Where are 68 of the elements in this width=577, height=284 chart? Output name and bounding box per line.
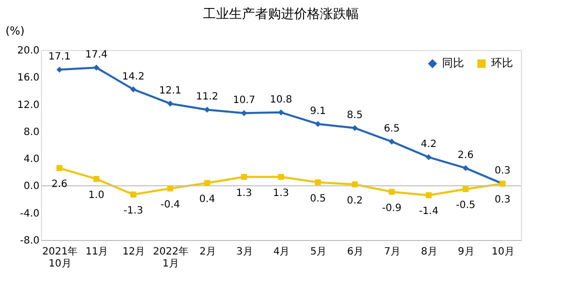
point <box>388 188 395 195</box>
y-tick-label: 16.0 <box>17 72 40 84</box>
point <box>388 138 395 145</box>
data-label: 2.6 <box>52 179 68 190</box>
y-axis-title: (%) <box>6 24 25 38</box>
point <box>278 174 284 180</box>
point <box>314 179 321 186</box>
x-tick-label: 3月 <box>236 246 253 258</box>
data-label: 10.7 <box>232 95 256 106</box>
x-tick-label: 4月 <box>273 246 290 258</box>
data-label: -0.5 <box>456 200 476 212</box>
y-tick-label: 0.0 <box>24 181 40 192</box>
point <box>352 181 358 188</box>
data-label: 0.3 <box>494 194 510 206</box>
data-label: -1.4 <box>418 206 438 218</box>
x-tick-label: 2022年 1月 <box>153 246 188 270</box>
x-tick-label: 2021年 10月 <box>42 246 78 270</box>
data-label: 0.5 <box>310 193 326 204</box>
point <box>130 86 136 92</box>
point <box>241 174 248 180</box>
point <box>56 165 62 172</box>
data-label: 1.3 <box>236 188 252 199</box>
data-label: 4.2 <box>420 139 437 150</box>
x-tick-label: 10月 <box>492 246 514 258</box>
x-tick-label: 6月 <box>347 246 364 258</box>
data-label: 0.2 <box>346 195 363 206</box>
y-tick-label: 8.0 <box>24 126 40 138</box>
x-tick-label: 12月 <box>122 246 146 258</box>
x-tick-label: 11月 <box>86 246 108 258</box>
point <box>204 180 210 186</box>
point <box>426 154 432 160</box>
data-label: 10.8 <box>270 94 292 106</box>
point <box>93 176 100 182</box>
x-tick-label: 9月 <box>458 246 474 258</box>
x-tick-label: 7月 <box>384 246 400 258</box>
point <box>462 186 469 192</box>
data-label: -1.3 <box>124 206 144 217</box>
data-label: 0.4 <box>199 194 216 205</box>
y-tick-label: 4.0 <box>24 154 40 166</box>
x-tick-label: 8月 <box>421 246 438 258</box>
y-tick-label: -4.0 <box>20 208 40 220</box>
data-label: 6.5 <box>384 124 400 135</box>
legend-label: 环比 <box>491 56 513 70</box>
data-label: 9.1 <box>310 106 326 117</box>
x-tick-label: 5月 <box>310 246 327 258</box>
data-label: 1.3 <box>273 188 289 199</box>
data-label: 17.1 <box>48 52 71 63</box>
data-label: 14.2 <box>122 71 144 82</box>
point <box>462 165 469 172</box>
point <box>314 121 321 127</box>
point <box>130 192 136 198</box>
legend-label: 同比 <box>442 56 464 70</box>
data-label: -0.4 <box>160 199 180 210</box>
y-tick-label: 12.0 <box>17 100 40 111</box>
x-tick-label: 2月 <box>199 246 216 258</box>
point <box>426 192 432 198</box>
point <box>167 185 174 192</box>
chart-title: 工业生产者购进价格涨跌幅 <box>203 7 359 22</box>
data-label: 17.4 <box>85 50 108 61</box>
y-tick-label: 20.0 <box>17 46 40 56</box>
data-label: -0.9 <box>382 202 402 214</box>
data-label: 11.2 <box>196 92 218 103</box>
y-tick-label: -8.0 <box>20 236 40 246</box>
data-label: 0.3 <box>494 166 510 177</box>
data-label: 8.5 <box>346 110 363 122</box>
data-label: 12.1 <box>159 86 182 97</box>
data-label: 1.0 <box>88 190 104 201</box>
data-label: 2.6 <box>458 150 474 162</box>
